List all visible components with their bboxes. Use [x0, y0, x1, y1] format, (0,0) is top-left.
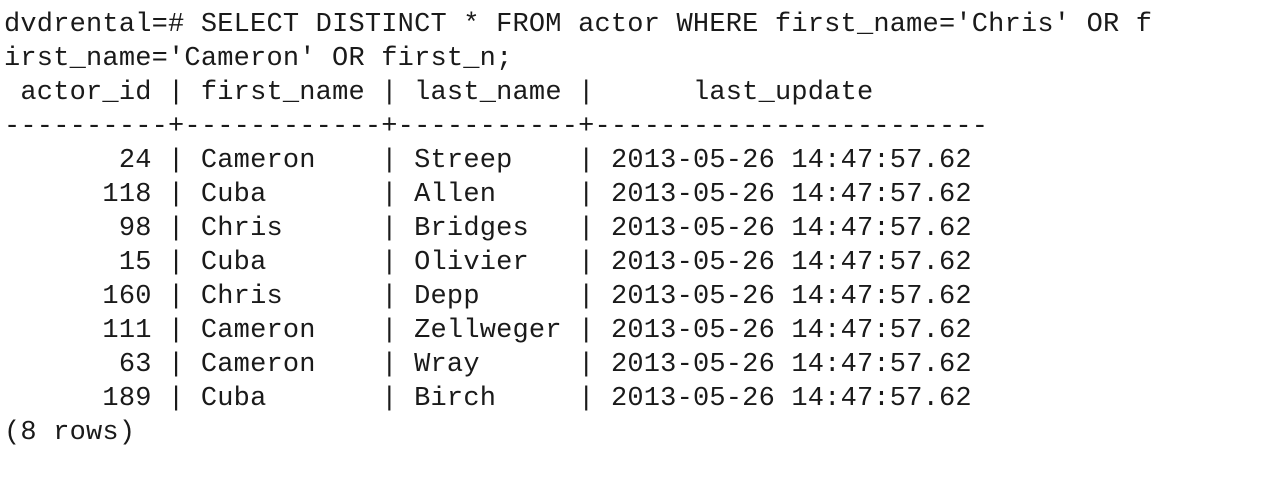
- table-cell-last-update: 2013-05-26 14:47:57.62: [610, 316, 972, 346]
- table-row: 160 | Chris | Depp | 2013-05-26 14:47:57…: [4, 280, 1262, 314]
- table-cell-last-update: 2013-05-26 14:47:57.62: [610, 248, 972, 278]
- table-cell-first-name: Cuba: [200, 180, 365, 210]
- result-rows: 24 | Cameron | Streep | 2013-05-26 14:47…: [4, 144, 1262, 416]
- table-cell-last-name: Olivier: [414, 248, 562, 278]
- column-separator: |: [578, 248, 595, 278]
- table-cell-first-name: Chris: [200, 214, 365, 244]
- column-separator: |: [381, 384, 398, 414]
- column-separator: |: [381, 248, 398, 278]
- table-cell-last-name: Depp: [414, 282, 562, 312]
- table-cell-first-name: Cameron: [200, 350, 365, 380]
- column-separator: |: [381, 282, 398, 312]
- column-separator: |: [578, 78, 595, 108]
- sql-command-part-1: SELECT DISTINCT * FROM actor WHERE first…: [200, 10, 1153, 40]
- table-separator: ----------+------------+-----------+----…: [4, 112, 989, 142]
- table-cell-last-name: Streep: [414, 146, 562, 176]
- table-cell-actor-id: 189: [20, 384, 152, 414]
- column-header: last_update: [610, 78, 972, 108]
- table-cell-actor-id: 24: [20, 146, 152, 176]
- column-separator: |: [381, 78, 398, 108]
- column-separator: |: [578, 214, 595, 244]
- column-separator: |: [168, 248, 185, 278]
- table-header-row: actor_id | first_name | last_name | last…: [4, 76, 1262, 110]
- table-row: 63 | Cameron | Wray | 2013-05-26 14:47:5…: [4, 348, 1262, 382]
- table-cell-actor-id: 111: [20, 316, 152, 346]
- table-cell-last-update: 2013-05-26 14:47:57.62: [610, 350, 972, 380]
- table-row: 118 | Cuba | Allen | 2013-05-26 14:47:57…: [4, 178, 1262, 212]
- command-line-1: dvdrental=# SELECT DISTINCT * FROM actor…: [4, 8, 1262, 42]
- table-row: 24 | Cameron | Streep | 2013-05-26 14:47…: [4, 144, 1262, 178]
- table-row: 15 | Cuba | Olivier | 2013-05-26 14:47:5…: [4, 246, 1262, 280]
- row-count-footer: (8 rows): [4, 418, 136, 448]
- column-separator: |: [168, 282, 185, 312]
- table-cell-last-name: Zellweger: [414, 316, 562, 346]
- table-cell-actor-id: 160: [20, 282, 152, 312]
- column-separator: |: [381, 146, 398, 176]
- column-separator: |: [578, 180, 595, 210]
- column-separator: |: [381, 180, 398, 210]
- column-separator: |: [381, 316, 398, 346]
- table-cell-last-name: Birch: [414, 384, 562, 414]
- column-separator: |: [168, 384, 185, 414]
- table-cell-actor-id: 98: [20, 214, 152, 244]
- table-cell-actor-id: 63: [20, 350, 152, 380]
- column-separator: |: [168, 146, 185, 176]
- column-separator: |: [168, 316, 185, 346]
- column-header: first_name: [200, 78, 365, 108]
- command-line-2: irst_name='Cameron' OR first_n;: [4, 44, 513, 74]
- column-separator: |: [578, 146, 595, 176]
- table-cell-last-name: Allen: [414, 180, 562, 210]
- column-separator: |: [381, 350, 398, 380]
- table-cell-last-name: Wray: [414, 350, 562, 380]
- column-separator: |: [578, 282, 595, 312]
- table-cell-first-name: Cuba: [200, 384, 365, 414]
- psql-prompt: dvdrental=#: [4, 10, 201, 40]
- table-cell-first-name: Cameron: [200, 146, 365, 176]
- column-separator: |: [168, 78, 185, 108]
- column-header: last_name: [414, 78, 562, 108]
- table-cell-last-update: 2013-05-26 14:47:57.62: [610, 214, 972, 244]
- table-cell-first-name: Chris: [200, 282, 365, 312]
- column-header: actor_id: [20, 78, 152, 108]
- column-separator: |: [578, 384, 595, 414]
- table-cell-first-name: Cuba: [200, 248, 365, 278]
- table-row: 189 | Cuba | Birch | 2013-05-26 14:47:57…: [4, 382, 1262, 416]
- column-separator: |: [578, 350, 595, 380]
- table-cell-first-name: Cameron: [200, 316, 365, 346]
- table-cell-last-update: 2013-05-26 14:47:57.62: [610, 384, 972, 414]
- column-separator: |: [381, 214, 398, 244]
- table-cell-actor-id: 15: [20, 248, 152, 278]
- column-separator: |: [168, 214, 185, 244]
- table-row: 98 | Chris | Bridges | 2013-05-26 14:47:…: [4, 212, 1262, 246]
- table-cell-last-name: Bridges: [414, 214, 562, 244]
- column-separator: |: [168, 180, 185, 210]
- table-cell-last-update: 2013-05-26 14:47:57.62: [610, 282, 972, 312]
- table-cell-actor-id: 118: [20, 180, 152, 210]
- table-row: 111 | Cameron | Zellweger | 2013-05-26 1…: [4, 314, 1262, 348]
- table-cell-last-update: 2013-05-26 14:47:57.62: [610, 180, 972, 210]
- table-cell-last-update: 2013-05-26 14:47:57.62: [610, 146, 972, 176]
- column-separator: |: [168, 350, 185, 380]
- column-separator: |: [578, 316, 595, 346]
